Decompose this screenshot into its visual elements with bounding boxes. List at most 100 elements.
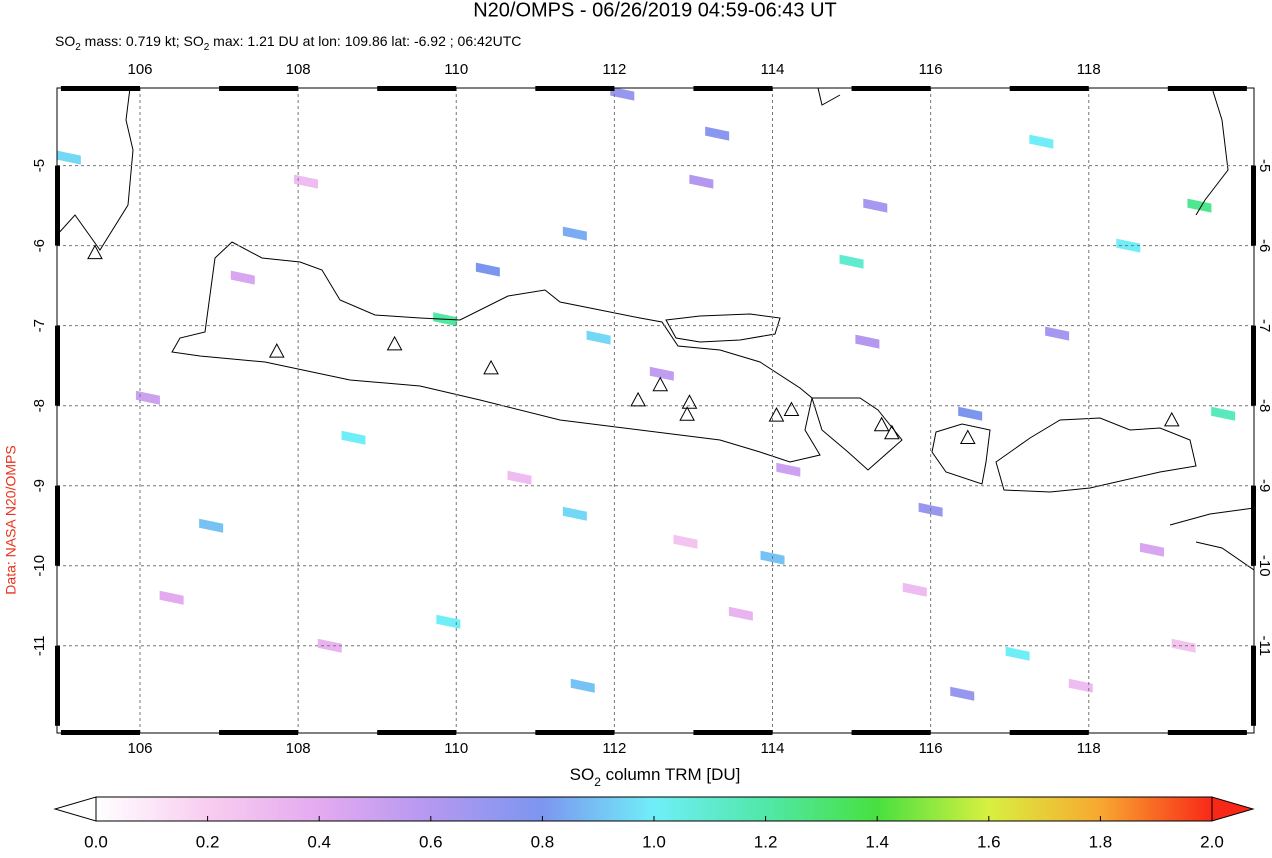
lon-tick-label: 114 xyxy=(761,740,785,757)
so2-cell xyxy=(159,590,184,605)
frame-bar xyxy=(535,86,615,91)
volcano xyxy=(783,401,800,416)
lat-tick-label: -5 xyxy=(1256,159,1272,172)
volcanoes xyxy=(87,244,1180,445)
so2-cell xyxy=(1045,326,1070,341)
frame-bar xyxy=(55,485,60,566)
lon-tick-label: 108 xyxy=(286,740,311,757)
frame-bar xyxy=(851,86,931,91)
title: N20/OMPS - 06/26/2019 04:59-06:43 UT xyxy=(473,0,837,21)
text-part: mass: 0.719 kt; SO xyxy=(81,33,204,49)
so2-cell xyxy=(1187,198,1212,213)
lat-tick-label: -6 xyxy=(1256,239,1272,252)
so2-cell xyxy=(57,150,81,165)
map-frame xyxy=(56,87,1255,734)
so2-cell xyxy=(1140,542,1165,557)
coastline xyxy=(57,88,134,251)
lat-tick-label: -7 xyxy=(1256,319,1272,332)
text-part: max: 1.21 DU at lon: 109.86 lat: -6.92 ;… xyxy=(209,33,521,49)
frame-bar xyxy=(693,730,773,735)
colorbar-tick-label: 0.8 xyxy=(531,832,555,851)
so2-cells xyxy=(57,88,1236,701)
subscript: 2 xyxy=(75,42,81,53)
so2-cell xyxy=(958,406,983,421)
so2-cell xyxy=(199,518,224,533)
volcano xyxy=(386,335,403,351)
frame-bar xyxy=(55,645,60,726)
volcano xyxy=(681,394,698,409)
colorbar-tick-label: 1.6 xyxy=(977,832,1001,851)
volcano xyxy=(630,391,646,407)
lon-tick-label: 118 xyxy=(1077,740,1101,757)
so2-cell xyxy=(230,270,255,285)
so2-cell xyxy=(135,390,160,405)
colorbar-tick-label: 0.4 xyxy=(307,832,331,851)
so2-cell xyxy=(570,678,595,693)
coastline xyxy=(931,423,991,485)
grid xyxy=(57,88,1254,733)
lon-tick-label: 112 xyxy=(602,740,626,757)
colorbar-tick-label: 1.2 xyxy=(754,832,778,851)
frame-bar xyxy=(1251,165,1256,246)
colorbar-tick-label: 0.6 xyxy=(419,832,443,851)
so2-cell xyxy=(1171,638,1196,653)
subtitle: SO2 mass: 0.719 kt; SO2 max: 1.21 DU at … xyxy=(55,33,521,53)
so2-cell xyxy=(855,334,880,349)
coastline xyxy=(665,313,781,343)
colorbar-tick-label: 1.4 xyxy=(865,832,889,851)
so2-cell xyxy=(776,462,801,477)
frame-bar xyxy=(1167,730,1247,735)
subscript: 2 xyxy=(204,42,210,53)
lat-tick-label: -7 xyxy=(31,319,48,332)
volcano xyxy=(679,406,695,421)
so2-cell xyxy=(950,686,975,701)
so2-cell xyxy=(1005,646,1030,661)
so2-cell xyxy=(673,534,698,549)
so2-cell xyxy=(863,198,888,213)
colorbar-under xyxy=(53,796,97,822)
frame-bar xyxy=(1167,86,1247,91)
frame-bar xyxy=(60,86,141,91)
colorbar-tick-label: 0.2 xyxy=(196,832,220,851)
colorbar-label: SO2 column TRM [DU] xyxy=(570,765,741,789)
frame-bar xyxy=(693,86,773,91)
colorbar-tick-label: 2.0 xyxy=(1200,832,1224,851)
so2-cell xyxy=(562,506,587,521)
frame-bar xyxy=(55,325,60,406)
so2-cell xyxy=(475,262,500,277)
coastline xyxy=(811,397,903,471)
text-part: column TRM [DU] xyxy=(601,765,741,784)
coastline xyxy=(1169,507,1254,571)
source-label: Data: NASA N20/OMPS xyxy=(3,445,19,594)
lat-tick-label: -5 xyxy=(31,159,48,172)
lat-tick-label: -10 xyxy=(1256,555,1272,577)
lon-tick-label: 108 xyxy=(286,61,311,78)
lon-tick-label: 112 xyxy=(602,61,626,78)
lat-tick-label: -11 xyxy=(1256,635,1272,656)
lat-tick-label: -8 xyxy=(1256,399,1272,412)
frame-bar xyxy=(1009,730,1089,735)
so2-cell xyxy=(1211,406,1236,421)
lon-tick-label: 114 xyxy=(761,61,785,78)
lon-tick-label: 106 xyxy=(127,740,152,757)
frame-bar xyxy=(55,165,60,246)
so2-cell xyxy=(586,330,611,345)
subscript: 2 xyxy=(594,775,601,789)
coastline xyxy=(171,241,821,463)
so2-cell xyxy=(902,582,927,597)
frame-bar xyxy=(1009,86,1089,91)
coastlines xyxy=(57,88,1254,571)
frame-bar xyxy=(535,730,615,735)
frame-bar xyxy=(60,730,141,735)
so2-cell xyxy=(294,174,319,189)
so2-cell xyxy=(1116,238,1141,253)
volcano xyxy=(87,244,103,260)
so2-cell xyxy=(839,254,864,269)
so2-cell xyxy=(728,606,753,621)
lon-tick-label: 110 xyxy=(444,740,468,757)
coastline xyxy=(817,88,1229,216)
so2-cell xyxy=(562,226,587,241)
lat-tick-label: -6 xyxy=(31,239,48,252)
